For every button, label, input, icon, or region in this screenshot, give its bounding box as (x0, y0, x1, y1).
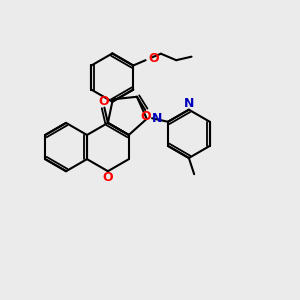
Text: N: N (152, 112, 162, 125)
Text: N: N (184, 97, 194, 110)
Text: O: O (148, 52, 159, 65)
Text: O: O (140, 110, 151, 123)
Text: O: O (98, 95, 109, 108)
Text: O: O (103, 171, 113, 184)
